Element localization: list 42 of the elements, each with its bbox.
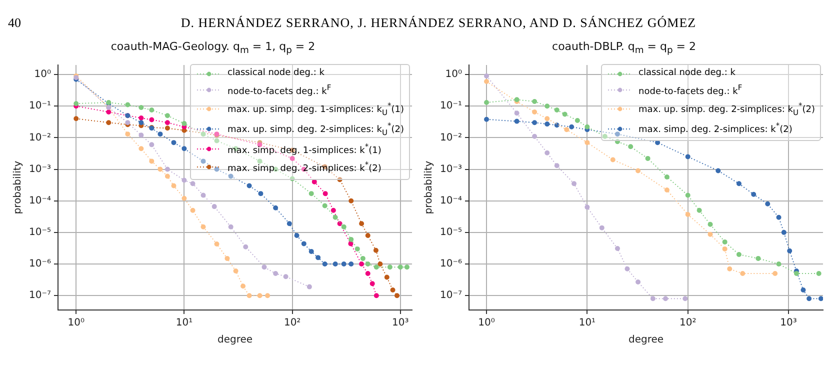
y-tick-label: 10⁻⁴ — [440, 195, 462, 206]
y-tick-label: 10⁻⁴ — [28, 195, 52, 206]
y-tick-label: 10⁻¹ — [440, 100, 462, 112]
x-axis-title: degree — [628, 334, 664, 346]
x-tick-label: 10¹ — [578, 318, 596, 329]
y-tick-label: 10⁻¹ — [28, 100, 52, 112]
y-tick-label: 10⁻⁵ — [440, 227, 462, 238]
y-tick-label: 10⁰ — [34, 69, 52, 80]
legend-label: max. simp. deg. 1-simplices: k$^{*}$(1) — [228, 140, 382, 158]
legend-label: max. simp. deg. 2-simplices: k$^{*}$(2) — [638, 120, 792, 138]
legend-label: max. up. simp. deg. 2-simplices: k$_{U}$$^{*}$(2) — [638, 100, 815, 119]
y-tick-label: 10⁻³ — [28, 164, 52, 175]
text: 40 — [8, 15, 22, 31]
y-tick-label: 10⁻⁵ — [28, 227, 52, 238]
chart-title: coauth-DBLP. q$_{m}$ = q$_{p}$ = 2 — [551, 39, 697, 56]
y-tick-label: 10⁻³ — [440, 164, 462, 175]
x-tick-label: 10² — [284, 318, 301, 329]
y-tick-label: 10⁻² — [440, 132, 462, 144]
x-tick-label: 10⁰ — [478, 318, 495, 329]
legend-label: max. up. simp. deg. 2-simplices: k$_{U}$$^{*}$(2) — [228, 120, 404, 140]
y-tick-label: 10⁻⁶ — [28, 258, 52, 270]
y-axis-title: probability — [12, 160, 24, 214]
legend-label: max. simp. deg. 2-simplices: k$^{*}$(2) — [228, 159, 382, 176]
y-tick-label: 10⁻² — [28, 132, 52, 144]
text: D. HERNÁNDEZ SERRANO, J. HERNÁNDEZ SERRANO, AND D. SÁNCHEZ GÓMEZ — [180, 15, 698, 31]
y-tick-label: 10⁻⁶ — [440, 258, 462, 270]
x-tick-label: 10¹ — [176, 318, 193, 329]
y-tick-label: 10⁻⁷ — [28, 290, 52, 302]
legend-label: node-to-facets deg.: k$^{F}$ — [638, 82, 742, 98]
chart-title: coauth-MAG-Geology. q$_{m}$ = 1, q$_{p}$ = 2 — [110, 39, 316, 56]
y-tick-label: 10⁰ — [445, 69, 462, 80]
x-tick-label: 10² — [679, 318, 696, 329]
y-tick-label: 10⁻⁷ — [440, 290, 462, 302]
legend-label: classical node deg.: k — [638, 67, 736, 80]
x-tick-label: 10³ — [780, 318, 797, 329]
x-tick-label: 10³ — [392, 318, 409, 329]
legend-label: max. up. simp. deg. 1-simplices: k$_{U}$$^{*}$(1) — [228, 100, 404, 119]
legend-label: classical node deg.: k — [228, 67, 324, 80]
legend-label: node-to-facets deg.: k$^{F}$ — [228, 82, 332, 98]
x-axis-title: degree — [217, 334, 253, 346]
x-tick-label: 10⁰ — [68, 318, 84, 329]
y-axis-title: probability — [424, 160, 435, 214]
